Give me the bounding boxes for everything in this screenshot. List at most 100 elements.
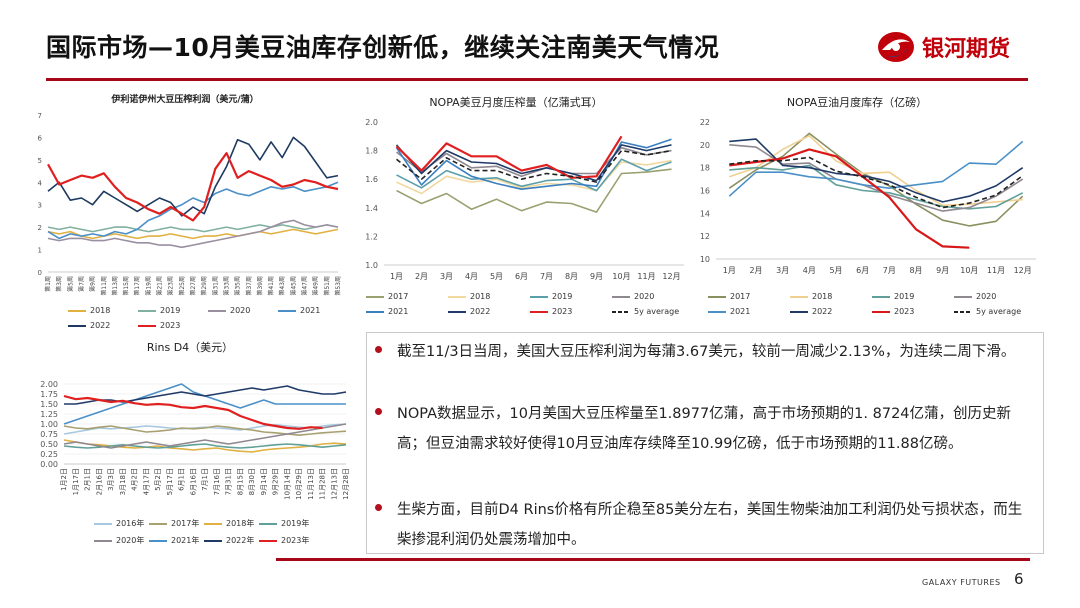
legend-item: 2023 (530, 307, 612, 316)
legend-label: 2022年 (226, 536, 255, 545)
series-line-5y-average (396, 149, 672, 183)
legend-item: 2020 (954, 292, 1036, 301)
x-tick-label: 第19周 (144, 276, 152, 296)
legend-label: 2019 (894, 292, 915, 301)
y-tick-label: 2.00 (40, 380, 58, 389)
x-tick-label: 5月 (829, 266, 842, 275)
x-tick-label: 10月14日 (283, 468, 291, 500)
x-tick-label: 9月 (590, 272, 603, 281)
y-tick-label: 1.2 (365, 232, 378, 241)
series-line-2017 (396, 168, 672, 213)
y-tick-label: 1 (38, 247, 42, 255)
company-logo: 银河期货 (876, 30, 1010, 64)
x-tick-label: 第51周 (323, 276, 331, 296)
y-tick-label: 14 (700, 209, 710, 218)
series-line-2019年 (63, 443, 347, 449)
footer-divider (276, 558, 1030, 561)
legend-swatch (278, 309, 296, 312)
x-tick-label: 第37周 (245, 276, 253, 296)
legend-label: 2020 (230, 306, 251, 315)
legend-label: 2018年 (226, 519, 255, 528)
legend-swatch (259, 522, 277, 525)
legend-label: 2020 (976, 292, 997, 301)
legend-label: 2023 (894, 307, 915, 316)
x-tick-label: 4月 (465, 272, 478, 281)
x-tick-label: 12月 (662, 272, 680, 281)
legend-item: 2021 (708, 307, 790, 316)
logo-text: 银河期货 (922, 37, 1011, 62)
chart-title-crush: 伊利诺伊州大豆压榨利润（美元/蒲） (111, 95, 259, 105)
x-tick-label: 1月17日 (72, 468, 80, 495)
x-tick-label: 第33周 (222, 276, 230, 296)
series-line-2023 (395, 135, 623, 179)
legend-swatch (872, 295, 890, 298)
legend-item: 2021年 (149, 535, 204, 546)
series-line-2018 (396, 159, 672, 195)
legend-label: 2016年 (116, 519, 145, 528)
legend-swatch (149, 539, 167, 542)
x-tick-label: 第15周 (122, 276, 130, 296)
y-tick-label: 1.0 (365, 261, 378, 270)
y-tick-label: 0 (38, 269, 42, 277)
x-tick-label: 第23周 (167, 276, 175, 296)
x-tick-label: 7月1日 (201, 468, 209, 491)
legend-swatch (790, 295, 808, 298)
x-tick-label: 10月29日 (295, 468, 303, 500)
y-tick-label: 3 (38, 202, 42, 210)
legend-swatch (366, 310, 384, 313)
y-tick-label: 0.25 (40, 450, 58, 459)
x-tick-label: 11月 (637, 272, 655, 281)
legend-label: 2018 (470, 292, 491, 301)
legend-item: 2017年 (149, 518, 204, 529)
x-tick-label: 第3周 (55, 276, 63, 292)
series-line-2018 (47, 228, 339, 240)
x-tick-label: 7月 (883, 266, 896, 275)
x-tick-label: 2月1日 (84, 468, 92, 491)
legend-item: 2023年 (259, 535, 314, 546)
y-tick-label: 7 (38, 112, 42, 120)
y-tick-label: 1.8 (365, 147, 378, 156)
x-tick-label: 第35周 (234, 276, 242, 296)
x-tick-label: 1月 (723, 266, 736, 275)
chart-nopa-stocks: 10 12 14 16 18 20 22 1月 2月 3月 4月 5月 6月 7月 8月 9月 10月 11月 12… (700, 118, 1036, 275)
series-line-2020 (395, 146, 672, 178)
y-tick-label: 16 (700, 187, 710, 196)
x-tick-label: 7月16日 (213, 468, 221, 495)
legend-item: 2023 (872, 307, 954, 316)
series-line-2019 (396, 158, 672, 192)
legend-swatch (204, 522, 222, 525)
x-tick-label: 第31周 (211, 276, 219, 296)
bullet-dot-icon (375, 504, 382, 511)
legend-item: 2022 (790, 307, 872, 316)
y-tick-label: 0.50 (40, 440, 58, 449)
y-tick-label: 6 (38, 134, 43, 142)
x-tick-label: 8月 (565, 272, 578, 281)
x-tick-label: 8月30日 (248, 468, 256, 495)
legend-swatch (708, 295, 726, 298)
x-tick-label: 第21周 (156, 276, 164, 296)
x-tick-label: 第47周 (301, 276, 309, 296)
legend-item: 2018 (68, 306, 138, 315)
legend-item: 5y average (954, 307, 1036, 316)
chart-rins-d4: 0.000.250.500.751.001.251.501.752.00 1月2日… (40, 380, 350, 500)
series-line-2019 (729, 164, 1024, 210)
page-title: 国际市场—10月美豆油库存创新低，继续关注南美天气情况 (46, 33, 720, 62)
legend-label: 2017 (388, 292, 409, 301)
legend-swatch (530, 310, 548, 313)
x-tick-label: 12月 (1014, 266, 1032, 275)
legend-label: 5y average (634, 307, 680, 316)
legend-item: 2017 (366, 292, 448, 301)
legend-swatch (708, 310, 726, 313)
series-line-2018 (729, 134, 1023, 207)
legend-swatch (208, 309, 226, 312)
x-tick-label: 第7周 (77, 276, 85, 292)
legend-swatch (149, 522, 167, 525)
legend-label: 2022 (812, 307, 833, 316)
y-tick-label: 0.00 (40, 460, 58, 469)
x-tick-label: 3月 (776, 266, 789, 275)
title-divider (46, 78, 1028, 81)
legend-swatch (94, 522, 112, 525)
x-tick-label: 7月 (540, 272, 553, 281)
y-tick-label: 4 (38, 179, 43, 187)
legend-label: 2021 (730, 307, 751, 316)
